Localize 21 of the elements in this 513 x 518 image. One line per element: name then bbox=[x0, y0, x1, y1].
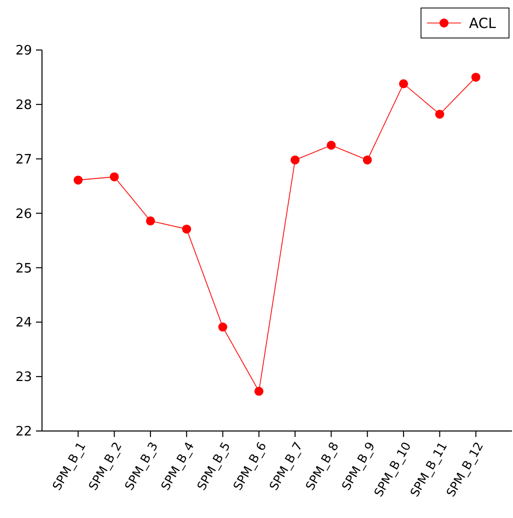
point bbox=[362, 155, 372, 164]
point bbox=[146, 216, 155, 226]
y-tick-label: 29 bbox=[15, 44, 32, 59]
point bbox=[218, 322, 228, 332]
y-tick-label: 27 bbox=[15, 152, 32, 168]
point bbox=[182, 224, 192, 234]
y-tick-label: 26 bbox=[15, 206, 32, 222]
point bbox=[435, 110, 444, 119]
y-tick-label: 24 bbox=[15, 316, 32, 331]
point bbox=[74, 176, 83, 185]
y-tick-label: 28 bbox=[15, 98, 32, 113]
point bbox=[399, 79, 408, 88]
point bbox=[326, 140, 336, 150]
legend-label: ACL bbox=[469, 16, 496, 32]
point bbox=[290, 155, 300, 164]
point bbox=[471, 72, 480, 82]
point bbox=[110, 172, 119, 182]
y-tick-label: 22 bbox=[15, 424, 32, 440]
point bbox=[254, 386, 264, 396]
y-tick-label: 25 bbox=[15, 261, 32, 276]
y-tick-label: 23 bbox=[15, 370, 32, 386]
